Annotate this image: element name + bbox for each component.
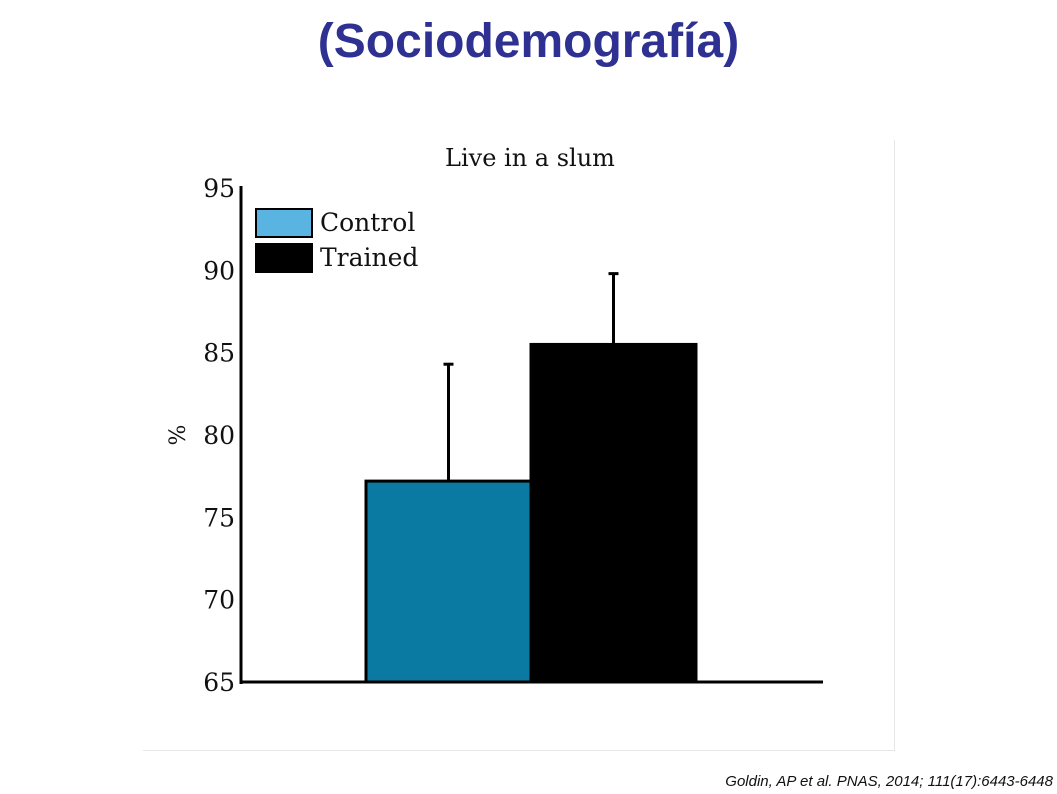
y-tick-label: 70 [203,586,235,615]
chart-title: Live in a slum [445,144,615,172]
legend-label-trained: Trained [320,243,418,272]
legend-swatch-control [255,208,313,238]
citation: Goldin, AP et al. PNAS, 2014; 111(17):64… [725,773,1053,790]
y-tick-label: 95 [203,174,235,203]
bar-chart: Live in a slum% 65 70 75 80 85 90 95 Control Trai… [166,144,823,697]
y-tick-label: 85 [203,339,235,368]
y-axis-label: % [166,425,191,446]
slide-title: (Sociodemografía) [317,15,740,68]
y-tick-label: 75 [203,503,235,532]
legend-swatch-trained [255,243,313,273]
y-tick-label: 90 [203,256,235,285]
chart-container: Live in a slum% 65 70 75 80 85 90 95 Control Trai… [143,140,895,751]
legend-label-control: Control [320,208,415,237]
bar-control [364,479,533,684]
bar-trained [529,342,698,684]
y-tick-label: 80 [203,421,235,450]
y-tick-label: 65 [203,668,235,697]
